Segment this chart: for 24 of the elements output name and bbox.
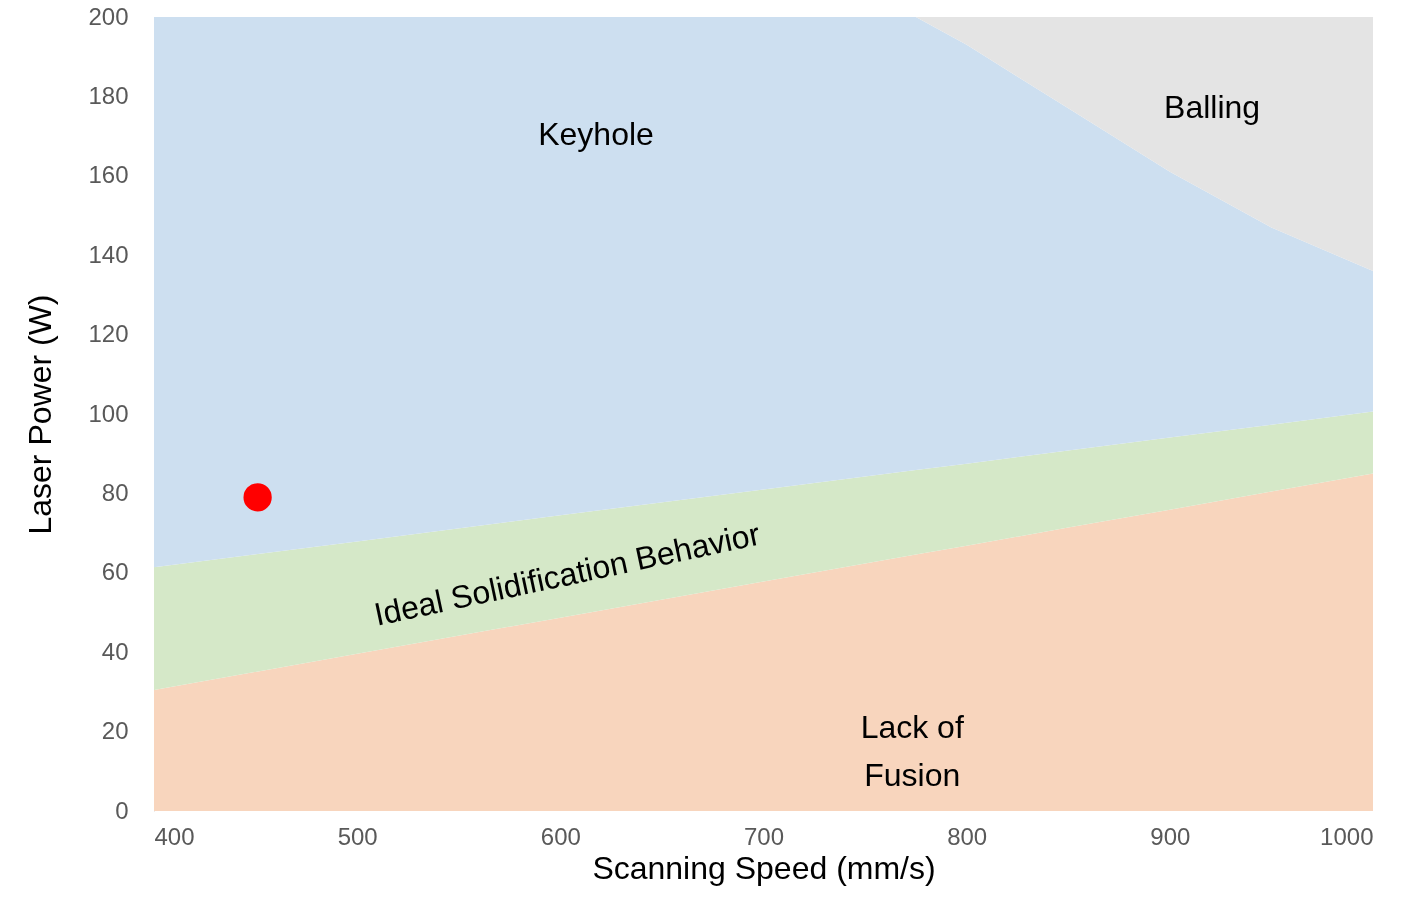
y-tick-label: 140 bbox=[88, 240, 129, 268]
x-tick-label: 700 bbox=[743, 822, 785, 850]
y-tick-label: 60 bbox=[101, 558, 129, 586]
annotation: Balling bbox=[1164, 88, 1261, 125]
x-axis-title: Scanning Speed (mm/s) bbox=[592, 849, 936, 886]
annotation: Keyhole bbox=[538, 115, 654, 152]
annotation: Ideal Solidification Behavior bbox=[371, 515, 764, 633]
x-tick-label: 400 bbox=[154, 822, 195, 850]
y-tick-label: 0 bbox=[115, 796, 129, 824]
y-tick-label: 20 bbox=[101, 717, 129, 745]
y-tick-label: 200 bbox=[88, 2, 129, 30]
x-tick-label: 900 bbox=[1150, 822, 1191, 850]
x-tick-label: 600 bbox=[540, 822, 581, 850]
x-tick-label: 1000 bbox=[1320, 822, 1374, 850]
y-axis-title: Laser Power (W) bbox=[22, 294, 59, 535]
x-tick-label: 800 bbox=[947, 822, 988, 850]
y-tick-label: 80 bbox=[101, 478, 129, 506]
y-tick-label: 40 bbox=[101, 637, 129, 665]
y-tick-label: 100 bbox=[88, 399, 129, 427]
y-tick-label: 180 bbox=[88, 81, 129, 109]
y-tick-label: 160 bbox=[88, 161, 129, 189]
y-tick-label: 120 bbox=[88, 320, 129, 348]
x-tick-label: 500 bbox=[337, 822, 378, 850]
annotation: Lack of Fusion bbox=[860, 708, 964, 793]
